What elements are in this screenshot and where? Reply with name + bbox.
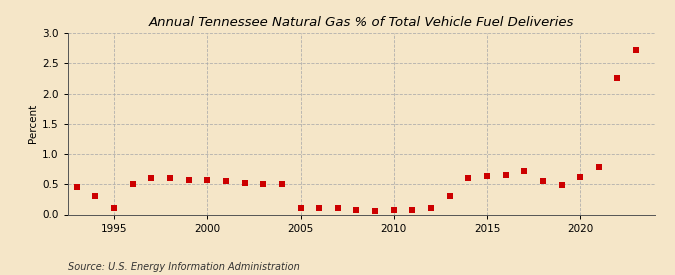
Point	[537, 179, 548, 183]
Y-axis label: Percent: Percent	[28, 104, 38, 143]
Point	[407, 207, 418, 212]
Point	[72, 185, 82, 189]
Point	[295, 206, 306, 211]
Point	[258, 182, 269, 186]
Point	[351, 207, 362, 212]
Point	[314, 206, 325, 211]
Text: Source: U.S. Energy Information Administration: Source: U.S. Energy Information Administ…	[68, 262, 299, 272]
Point	[370, 209, 381, 214]
Point	[444, 194, 455, 199]
Point	[612, 76, 623, 81]
Point	[575, 175, 586, 179]
Point	[202, 178, 213, 182]
Point	[239, 181, 250, 185]
Point	[332, 206, 343, 211]
Point	[630, 48, 641, 52]
Point	[277, 182, 288, 186]
Point	[221, 179, 232, 183]
Point	[593, 165, 604, 169]
Point	[128, 182, 138, 186]
Point	[165, 176, 176, 180]
Point	[426, 206, 437, 211]
Point	[500, 173, 511, 177]
Point	[184, 178, 194, 182]
Point	[388, 207, 399, 212]
Point	[481, 174, 492, 178]
Title: Annual Tennessee Natural Gas % of Total Vehicle Fuel Deliveries: Annual Tennessee Natural Gas % of Total …	[148, 16, 574, 29]
Point	[556, 183, 567, 188]
Point	[109, 206, 119, 211]
Point	[519, 169, 530, 173]
Point	[90, 194, 101, 199]
Point	[463, 176, 474, 180]
Point	[146, 176, 157, 180]
